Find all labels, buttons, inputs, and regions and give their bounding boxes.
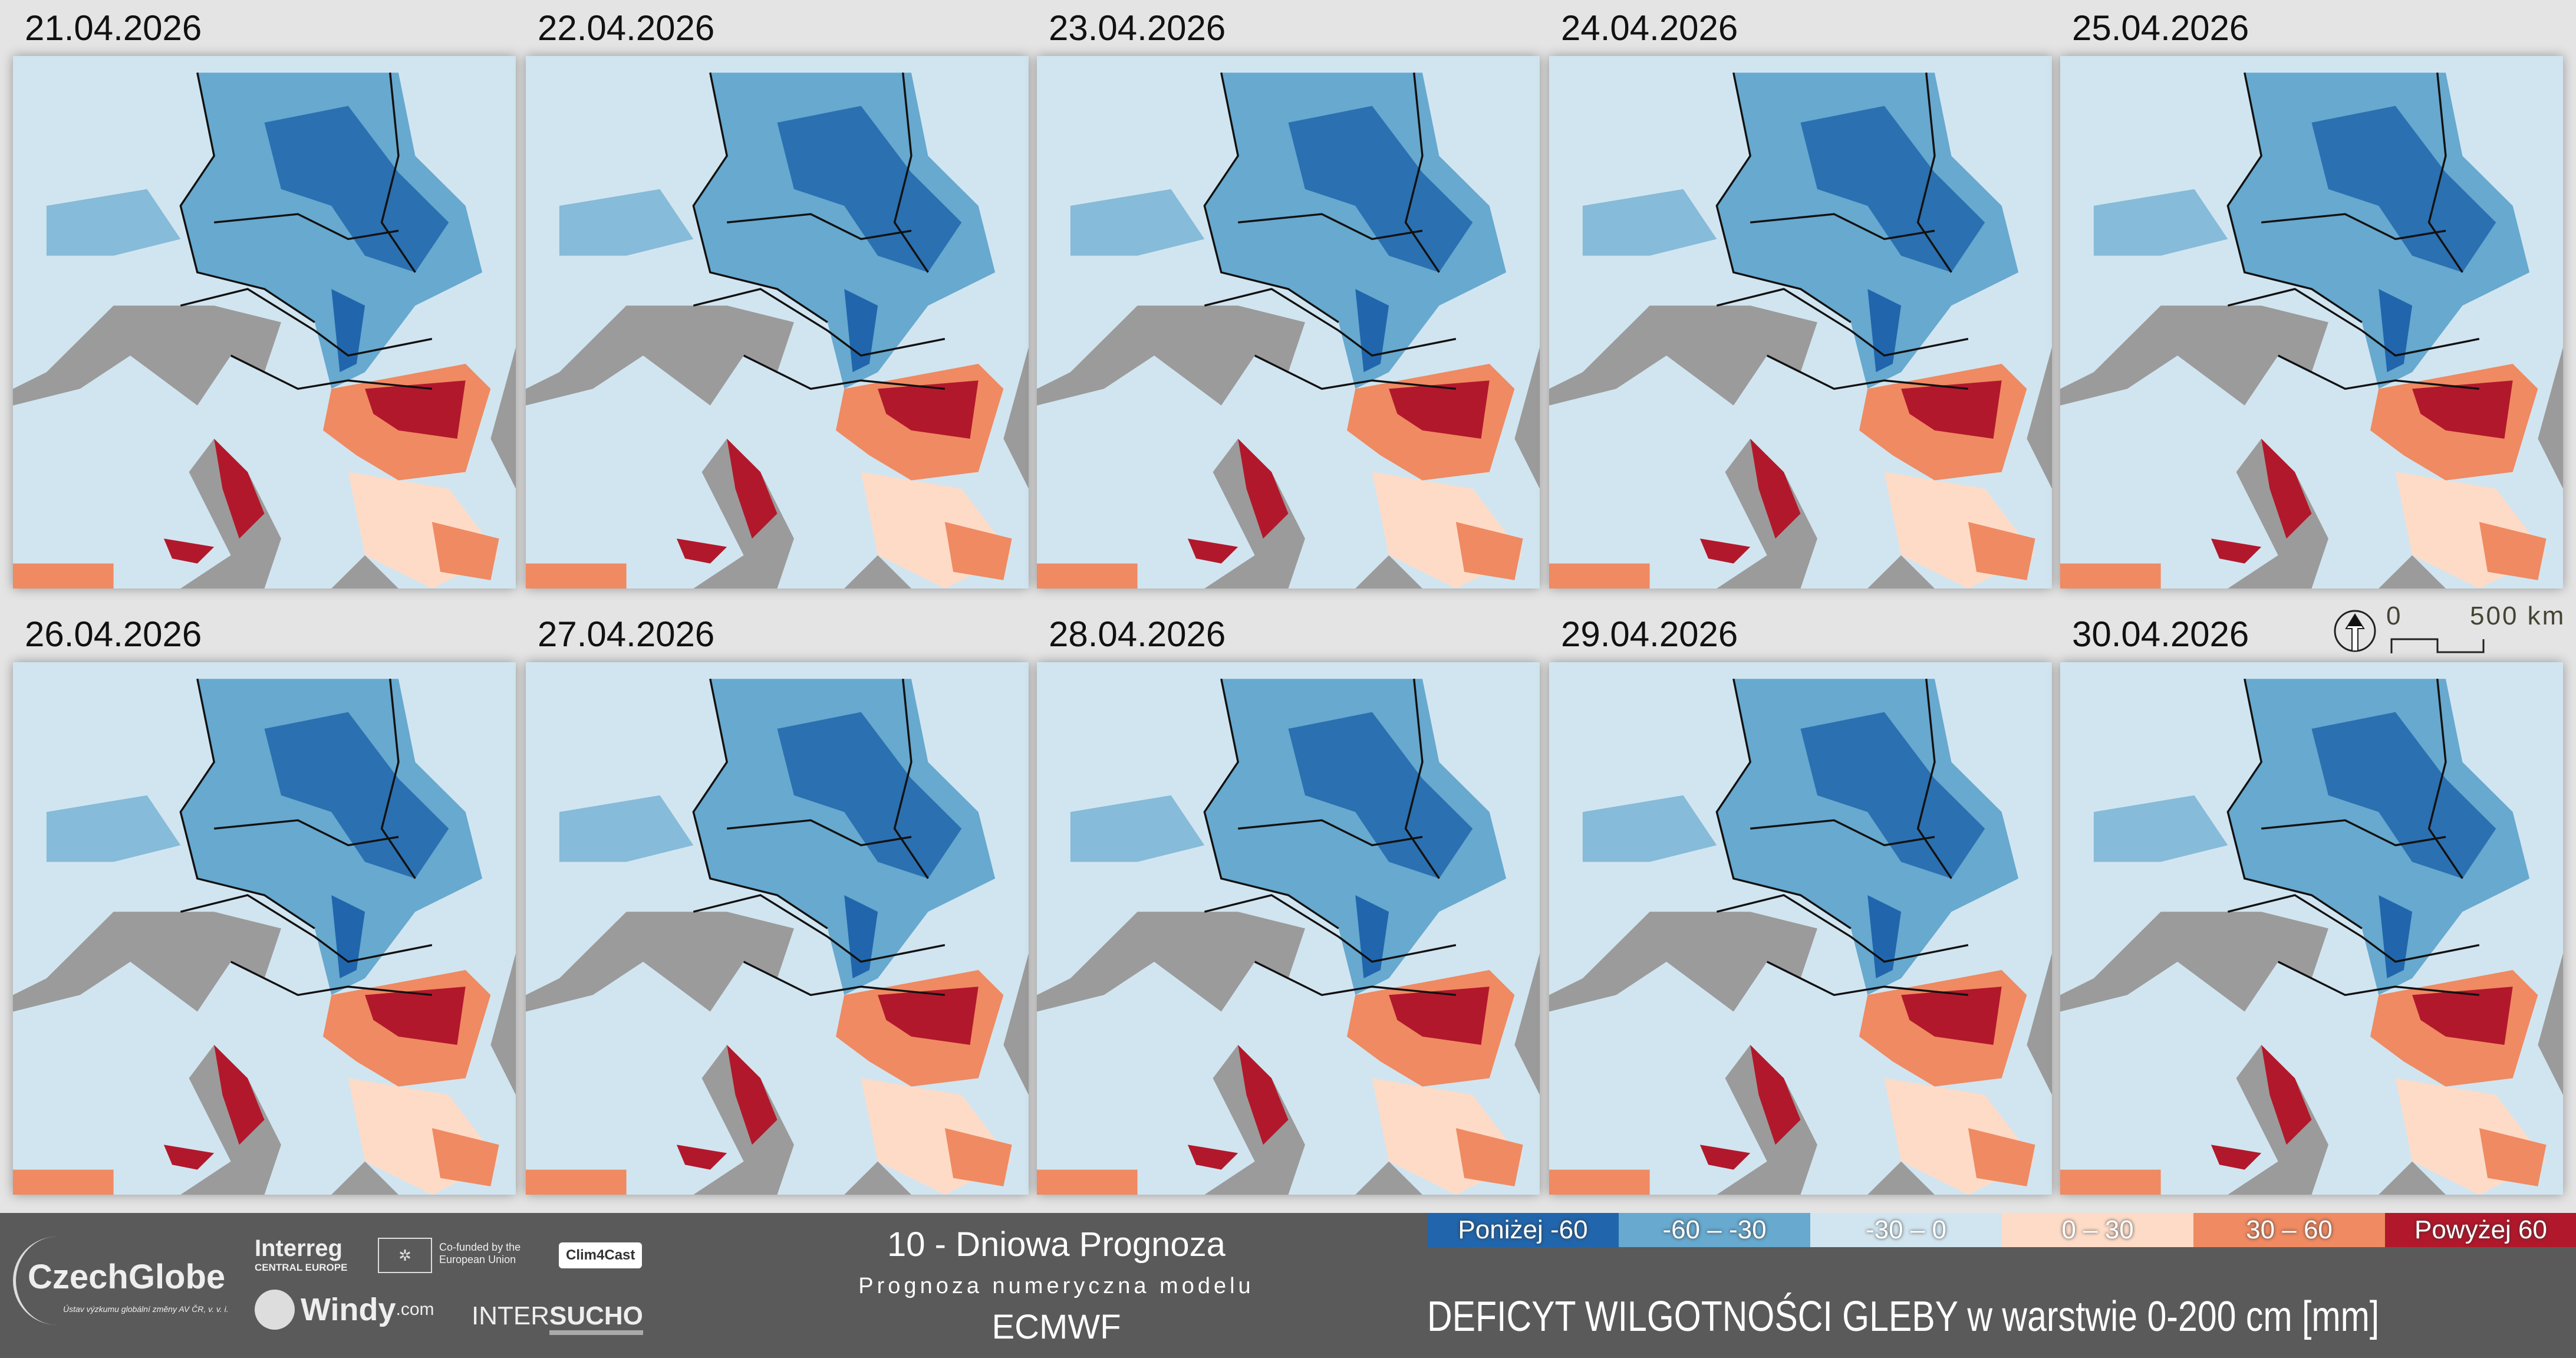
forecast-map bbox=[1549, 662, 2052, 1195]
intersucho-logo: INTERSUCHO bbox=[472, 1301, 643, 1335]
forecast-map bbox=[526, 662, 1029, 1195]
forecast-map bbox=[1549, 56, 2052, 588]
intersucho-a: INTER bbox=[472, 1301, 549, 1330]
forecast-map bbox=[1037, 56, 1540, 588]
panel-date: 30.04.2026 bbox=[2072, 614, 2249, 654]
model-name: ECMWF bbox=[991, 1308, 1121, 1346]
forecast-map bbox=[526, 56, 1029, 588]
windy-logo: Windy .com bbox=[255, 1290, 434, 1330]
interreg-logo: Interreg CENTRAL EUROPE bbox=[255, 1235, 347, 1274]
clim4cast-logo: Clim4Cast bbox=[559, 1242, 643, 1268]
czechglobe-logo: CzechGlobe Ústav výzkumu globální změny … bbox=[13, 1237, 229, 1325]
panel-date: 22.04.2026 bbox=[538, 8, 715, 48]
panel-date: 23.04.2026 bbox=[1049, 8, 1226, 48]
czechglobe-subtitle: Ústav výzkumu globální změny AV ČR, v. v… bbox=[63, 1304, 229, 1314]
legend-item: Powyżej 60 bbox=[2385, 1213, 2576, 1247]
legend-item: -30 – 0 bbox=[1810, 1213, 2002, 1247]
interreg-subtitle: CENTRAL EUROPE bbox=[255, 1262, 348, 1273]
eu-flag-icon: ✲ bbox=[378, 1238, 432, 1273]
panel-date: 24.04.2026 bbox=[1561, 8, 1738, 48]
forecast-map bbox=[2060, 662, 2563, 1195]
czechglobe-name: CzechGlobe bbox=[28, 1258, 226, 1296]
windy-com: .com bbox=[396, 1300, 434, 1319]
panel-date: 28.04.2026 bbox=[1049, 614, 1226, 654]
interreg-name: Interreg bbox=[255, 1235, 342, 1261]
legend-item: -60 – -30 bbox=[1619, 1213, 1810, 1247]
scale-max: 500 km bbox=[2470, 601, 2566, 630]
forecast-title: 10 - Dniowa Prognoza bbox=[887, 1225, 1226, 1264]
windy-icon bbox=[255, 1290, 295, 1330]
panel-date: 29.04.2026 bbox=[1561, 614, 1738, 654]
windy-name: Windy bbox=[301, 1292, 396, 1327]
forecast-map bbox=[1037, 662, 1540, 1195]
north-arrow-icon bbox=[2334, 610, 2376, 652]
scale-bar-line bbox=[2390, 638, 2485, 653]
panel-date: 27.04.2026 bbox=[538, 614, 715, 654]
intersucho-b: SUCHO bbox=[549, 1301, 643, 1335]
legend-item: Poniżej -60 bbox=[1427, 1213, 1619, 1247]
forecast-map bbox=[13, 56, 516, 588]
legend-item: 0 – 30 bbox=[2002, 1213, 2193, 1247]
panel-date: 26.04.2026 bbox=[25, 614, 202, 654]
forecast-map bbox=[13, 662, 516, 1195]
scale-bar: 0 500 km bbox=[2331, 601, 2567, 660]
forecast-map bbox=[2060, 56, 2563, 588]
panel-date: 25.04.2026 bbox=[2072, 8, 2249, 48]
forecast-subtitle: Prognoza numeryczna modelu bbox=[858, 1274, 1254, 1298]
eu-cofunded-text: Co-funded by the European Union bbox=[439, 1241, 521, 1265]
scale-zero: 0 bbox=[2386, 601, 2401, 630]
variable-title: DEFICYT WILGOTNOŚCI GLEBY w warstwie 0-2… bbox=[1427, 1293, 2380, 1340]
legend-item: 30 – 60 bbox=[2193, 1213, 2385, 1247]
panel-date: 21.04.2026 bbox=[25, 8, 202, 48]
